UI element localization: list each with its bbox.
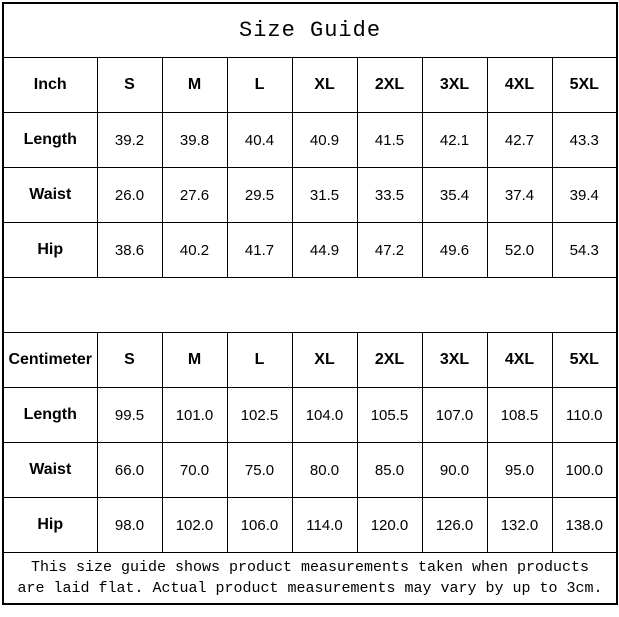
size-header-cell: 5XL [551, 57, 618, 113]
size-header-cell: M [161, 57, 228, 113]
size-header-cell: 4XL [486, 57, 553, 113]
measurement-value-cell: 43.3 [551, 112, 618, 168]
spacer-row [2, 277, 618, 333]
size-header-cell: XL [291, 332, 358, 388]
measurement-value-cell: 40.4 [226, 112, 293, 168]
measurement-value-cell: 54.3 [551, 222, 618, 278]
size-header-cell: 3XL [421, 332, 488, 388]
measurement-value-cell: 41.7 [226, 222, 293, 278]
measurement-value-cell: 106.0 [226, 497, 293, 553]
footer-row: This size guide shows product measuremen… [2, 552, 618, 605]
measurement-value-cell: 39.4 [551, 167, 618, 223]
measurement-value-cell: 26.0 [96, 167, 163, 223]
measurement-value-cell: 29.5 [226, 167, 293, 223]
measurement-row: Hip 98.0 102.0 106.0 114.0 120.0 126.0 132.0 138… [2, 497, 618, 553]
size-header-cell: 3XL [421, 57, 488, 113]
measurement-value-cell: 39.8 [161, 112, 228, 168]
measurement-row: Length 99.5 101.0 102.5 104.0 105.5 107.0 108.5… [2, 387, 618, 443]
measurement-value-cell: 41.5 [356, 112, 423, 168]
size-header-cell: XL [291, 57, 358, 113]
measurement-row: Length 39.2 39.8 40.4 40.9 41.5 42.1 42.7 43.3 [2, 112, 618, 168]
measurement-value-cell: 52.0 [486, 222, 553, 278]
measurement-value-cell: 40.2 [161, 222, 228, 278]
size-header-row: Inch S M L XL 2XL 3XL 4XL 5XL [2, 57, 618, 113]
measurement-row: Hip 38.6 40.2 41.7 44.9 47.2 49.6 52.0 54.3 [2, 222, 618, 278]
measurement-label-cell: Waist [2, 167, 98, 223]
footer-note-line1: This size guide shows product measuremen… [30, 559, 590, 576]
size-header-cell: 2XL [356, 332, 423, 388]
measurement-value-cell: 42.1 [421, 112, 488, 168]
page-title: Size Guide [2, 2, 618, 58]
measurement-value-cell: 44.9 [291, 222, 358, 278]
unit-label-cell: Inch [2, 57, 98, 113]
measurement-value-cell: 110.0 [551, 387, 618, 443]
measurement-value-cell: 102.0 [161, 497, 228, 553]
size-header-cell: 2XL [356, 57, 423, 113]
measurement-value-cell: 99.5 [96, 387, 163, 443]
measurement-row: Waist 26.0 27.6 29.5 31.5 33.5 35.4 37.4 39.4 [2, 167, 618, 223]
measurement-value-cell: 104.0 [291, 387, 358, 443]
measurement-value-cell: 102.5 [226, 387, 293, 443]
measurement-value-cell: 107.0 [421, 387, 488, 443]
measurement-value-cell: 42.7 [486, 112, 553, 168]
footer-note-line2: are laid flat. Actual product measuremen… [17, 580, 603, 597]
size-header-cell: S [96, 332, 163, 388]
measurement-value-cell: 75.0 [226, 442, 293, 498]
size-header-cell: M [161, 332, 228, 388]
measurement-value-cell: 126.0 [421, 497, 488, 553]
size-guide-table: Size Guide Inch S M L XL 2XL 3XL 4XL 5XL Length 39.… [2, 2, 619, 605]
measurement-value-cell: 33.5 [356, 167, 423, 223]
measurement-value-cell: 40.9 [291, 112, 358, 168]
measurement-value-cell: 47.2 [356, 222, 423, 278]
measurement-value-cell: 95.0 [486, 442, 553, 498]
measurement-value-cell: 108.5 [486, 387, 553, 443]
title-row: Size Guide [2, 2, 618, 58]
measurement-value-cell: 27.6 [161, 167, 228, 223]
measurement-label-cell: Hip [2, 497, 98, 553]
measurement-value-cell: 37.4 [486, 167, 553, 223]
size-header-cell: L [226, 332, 293, 388]
measurement-value-cell: 80.0 [291, 442, 358, 498]
measurement-label-cell: Waist [2, 442, 98, 498]
measurement-value-cell: 101.0 [161, 387, 228, 443]
size-header-cell: L [226, 57, 293, 113]
measurement-value-cell: 85.0 [356, 442, 423, 498]
unit-label-cell: Centimeter [2, 332, 98, 388]
measurement-label-cell: Length [2, 112, 98, 168]
footer-note: This size guide shows product measuremen… [2, 552, 618, 605]
size-header-row: Centimeter S M L XL 2XL 3XL 4XL 5XL [2, 332, 618, 388]
measurement-value-cell: 31.5 [291, 167, 358, 223]
measurement-value-cell: 39.2 [96, 112, 163, 168]
measurement-row: Waist 66.0 70.0 75.0 80.0 85.0 90.0 95.0 100.0 [2, 442, 618, 498]
measurement-value-cell: 38.6 [96, 222, 163, 278]
spacer-cell [2, 277, 618, 333]
measurement-value-cell: 66.0 [96, 442, 163, 498]
measurement-label-cell: Length [2, 387, 98, 443]
measurement-value-cell: 98.0 [96, 497, 163, 553]
size-header-cell: 4XL [486, 332, 553, 388]
measurement-value-cell: 138.0 [551, 497, 618, 553]
measurement-value-cell: 114.0 [291, 497, 358, 553]
size-header-cell: S [96, 57, 163, 113]
measurement-value-cell: 132.0 [486, 497, 553, 553]
size-header-cell: 5XL [551, 332, 618, 388]
measurement-value-cell: 70.0 [161, 442, 228, 498]
measurement-value-cell: 35.4 [421, 167, 488, 223]
measurement-value-cell: 90.0 [421, 442, 488, 498]
measurement-value-cell: 100.0 [551, 442, 618, 498]
measurement-label-cell: Hip [2, 222, 98, 278]
measurement-value-cell: 49.6 [421, 222, 488, 278]
measurement-value-cell: 120.0 [356, 497, 423, 553]
measurement-value-cell: 105.5 [356, 387, 423, 443]
